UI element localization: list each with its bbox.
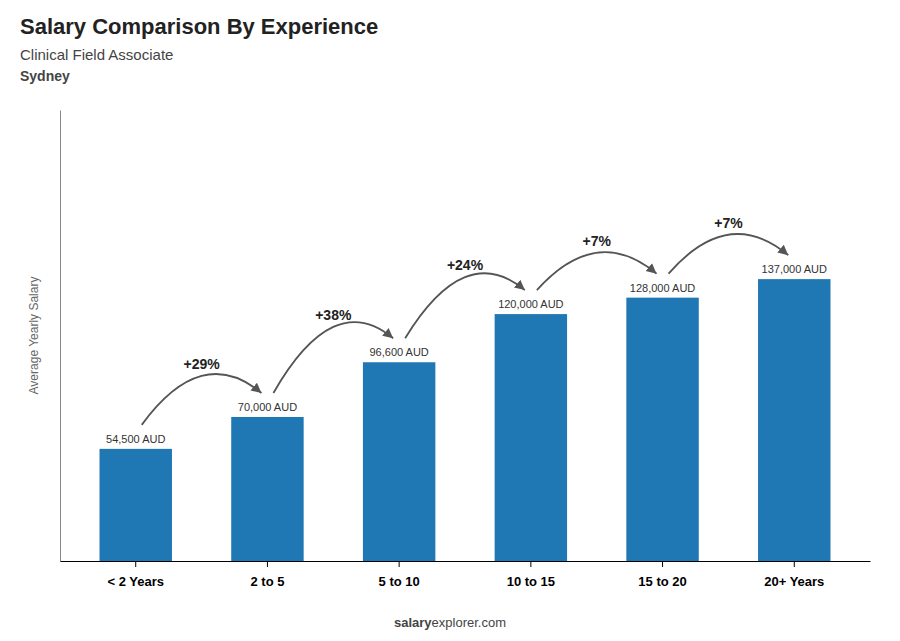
plot: Average Yearly Salary < 2 Years 2 to 5 5 to… xyxy=(27,111,871,589)
change-arrow xyxy=(142,374,262,425)
bars xyxy=(100,279,831,561)
x-tick-label: 15 to 20 xyxy=(638,574,686,589)
x-tick-mark xyxy=(530,561,531,567)
data-label: 137,000 AUD xyxy=(762,263,827,275)
data-label: 128,000 AUD xyxy=(630,282,695,294)
x-tick: 15 to 20 xyxy=(638,561,686,589)
change-label: +29% xyxy=(183,356,220,372)
x-tick-label: < 2 Years xyxy=(107,574,164,589)
data-labels: 54,500 AUD 70,000 AUD 96,600 AUD 120,000 AU… xyxy=(106,263,827,445)
change-label: +38% xyxy=(315,307,352,323)
x-tick: 5 to 10 xyxy=(379,561,420,589)
x-axis-line xyxy=(61,561,871,562)
title: Salary Comparison By Experience xyxy=(20,14,378,39)
x-tick-label: 2 to 5 xyxy=(250,574,284,589)
bar xyxy=(231,417,303,561)
change-label: +7% xyxy=(714,215,743,231)
x-tick-mark xyxy=(662,561,663,567)
subtitle: Clinical Field Associate xyxy=(20,46,173,63)
footer-part: salary xyxy=(394,615,432,630)
chart: Salary Comparison By Experience Clinical … xyxy=(0,0,900,641)
y-axis-title: Average Yearly Salary xyxy=(27,277,41,395)
x-tick-label: 10 to 15 xyxy=(507,574,555,589)
x-tick: 10 to 15 xyxy=(507,561,555,589)
x-tick-mark xyxy=(135,561,136,567)
bar xyxy=(495,314,567,561)
x-tick: 2 to 5 xyxy=(250,561,284,589)
y-axis xyxy=(60,111,61,562)
annotations: +29% +38% +24% +7% +7% xyxy=(142,215,789,425)
footer-part: explorer.com xyxy=(432,615,506,630)
x-tick-label: 20+ Years xyxy=(764,574,824,589)
data-label: 96,600 AUD xyxy=(369,346,428,358)
change-arrow xyxy=(537,252,657,290)
subtitle: Sydney xyxy=(20,68,70,84)
footer: salaryexplorer.com xyxy=(394,615,506,630)
change-label: +24% xyxy=(447,257,484,273)
x-tick-mark xyxy=(267,561,268,567)
x-tick: < 2 Years xyxy=(107,561,164,589)
bar xyxy=(758,279,830,561)
x-tick-mark xyxy=(399,561,400,567)
x-tick-mark xyxy=(794,561,795,567)
change-arrow xyxy=(669,234,789,274)
change-arrow xyxy=(273,322,393,393)
y-axis-line xyxy=(60,111,61,562)
data-label: 70,000 AUD xyxy=(238,401,297,413)
data-label: 54,500 AUD xyxy=(106,433,165,445)
change-label: +7% xyxy=(582,233,611,249)
bar xyxy=(626,298,698,561)
change-arrow xyxy=(405,273,525,338)
bar xyxy=(363,362,435,561)
x-axis: < 2 Years 2 to 5 5 to 10 10 to 15 15 to 20 20… xyxy=(61,561,871,589)
data-label: 120,000 AUD xyxy=(498,298,563,310)
x-tick: 20+ Years xyxy=(764,561,824,589)
x-tick-label: 5 to 10 xyxy=(379,574,420,589)
bar xyxy=(100,449,172,561)
